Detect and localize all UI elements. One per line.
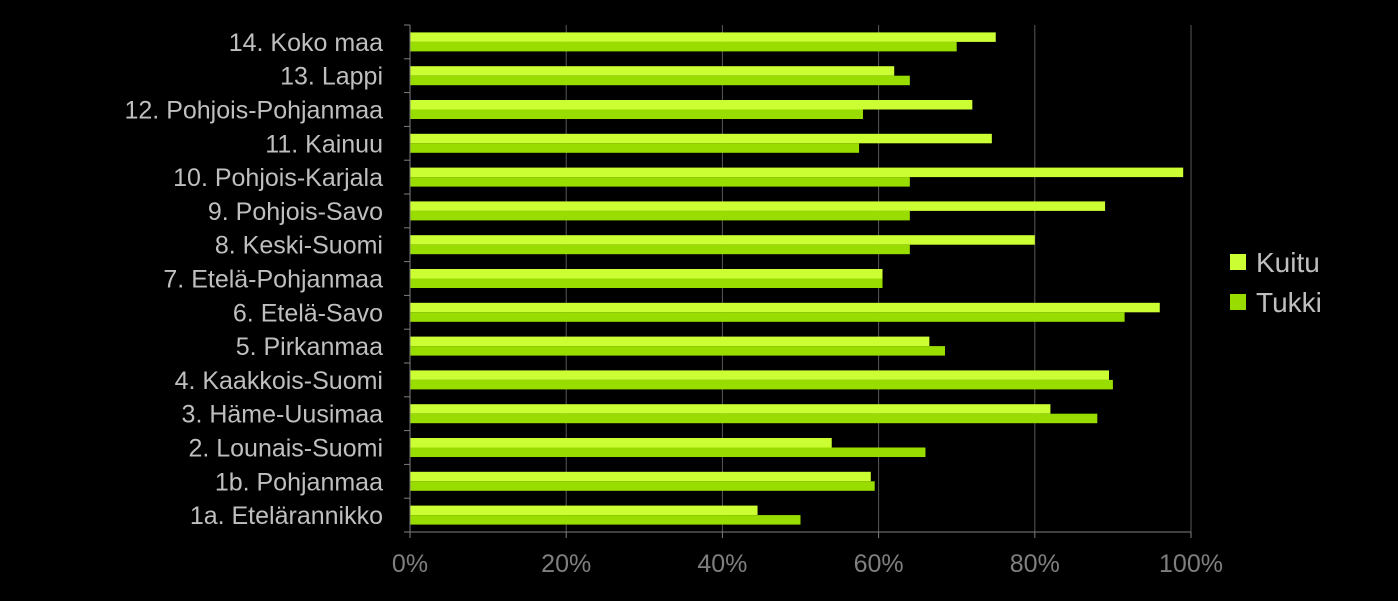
bar-tukki [410, 143, 860, 153]
bar-kuitu [410, 269, 883, 279]
bar-tukki [410, 413, 1098, 424]
category-labels: 14. Koko maa 13. Lappi 12. Pohjois-Pohjanm… [125, 29, 384, 530]
legend-swatch-tukki [1230, 294, 1246, 310]
category-label: 9. Pohjois-Savo [208, 198, 383, 226]
bar-tukki [410, 379, 1113, 390]
bar-tukki [410, 447, 926, 457]
category-label: 3. Häme-Uusimaa [182, 401, 384, 429]
bar-tukki [410, 244, 910, 255]
x-tick-label: 20% [541, 550, 591, 578]
bar-tukki [410, 278, 883, 288]
bar-kuitu [410, 133, 992, 144]
category-label: 11. Kainuu [265, 130, 383, 158]
bar-tukki [410, 177, 910, 187]
category-label: 8. Keski-Suomi [215, 232, 383, 260]
legend-label-tukki: Tukki [1256, 287, 1322, 318]
bar-kuitu [410, 438, 832, 448]
bar-kuitu [410, 235, 1035, 245]
x-tick-label: 0% [392, 550, 428, 578]
category-label: 7. Etelä-Pohjanmaa [163, 266, 383, 294]
legend-label-kuitu: Kuitu [1256, 247, 1320, 278]
category-label: 1b. Pohjanmaa [215, 468, 383, 496]
bar-kuitu [410, 505, 758, 516]
bar-kuitu [410, 471, 871, 482]
category-label: 6. Etelä-Savo [233, 299, 383, 327]
bar-tukki [410, 481, 875, 491]
bar-tukki [410, 515, 801, 525]
bar-kuitu [410, 336, 930, 347]
bar-kuitu [410, 370, 1109, 380]
category-label: 10. Pohjois-Karjala [173, 164, 383, 192]
bar-kuitu [410, 302, 1160, 313]
bars [410, 32, 1184, 525]
bar-kuitu [410, 167, 1184, 178]
bar-kuitu [410, 66, 895, 76]
category-label: 2. Lounais-Suomi [188, 435, 383, 463]
bar-kuitu [410, 32, 996, 42]
x-tick-label: 100% [1159, 550, 1223, 578]
bar-tukki [410, 346, 945, 356]
bar-tukki [410, 312, 1125, 322]
x-tick-label: 40% [697, 550, 747, 578]
x-tick-label: 80% [1010, 550, 1060, 578]
category-label: 1a. Etelärannikko [190, 502, 383, 530]
legend: Kuitu Tukki [1230, 247, 1322, 318]
category-label: 4. Kaakkois-Suomi [175, 367, 383, 395]
x-tick-labels: 0% 20% 40% 60% 80% 100% [392, 550, 1223, 578]
bar-kuitu [410, 201, 1106, 211]
bar-tukki [410, 109, 863, 119]
axes [404, 24, 1192, 538]
legend-swatch-kuitu [1230, 254, 1246, 270]
category-label: 13. Lappi [280, 63, 383, 91]
category-label: 14. Koko maa [229, 29, 383, 57]
x-tick-label: 60% [854, 550, 904, 578]
bar-tukki [410, 210, 910, 221]
bar-tukki [410, 41, 957, 52]
bar-kuitu [410, 404, 1051, 414]
bar-kuitu [410, 100, 973, 110]
bar-tukki [410, 75, 910, 86]
category-label: 5. Pirkanmaa [236, 333, 383, 361]
category-label: 12. Pohjois-Pohjanmaa [125, 97, 384, 125]
